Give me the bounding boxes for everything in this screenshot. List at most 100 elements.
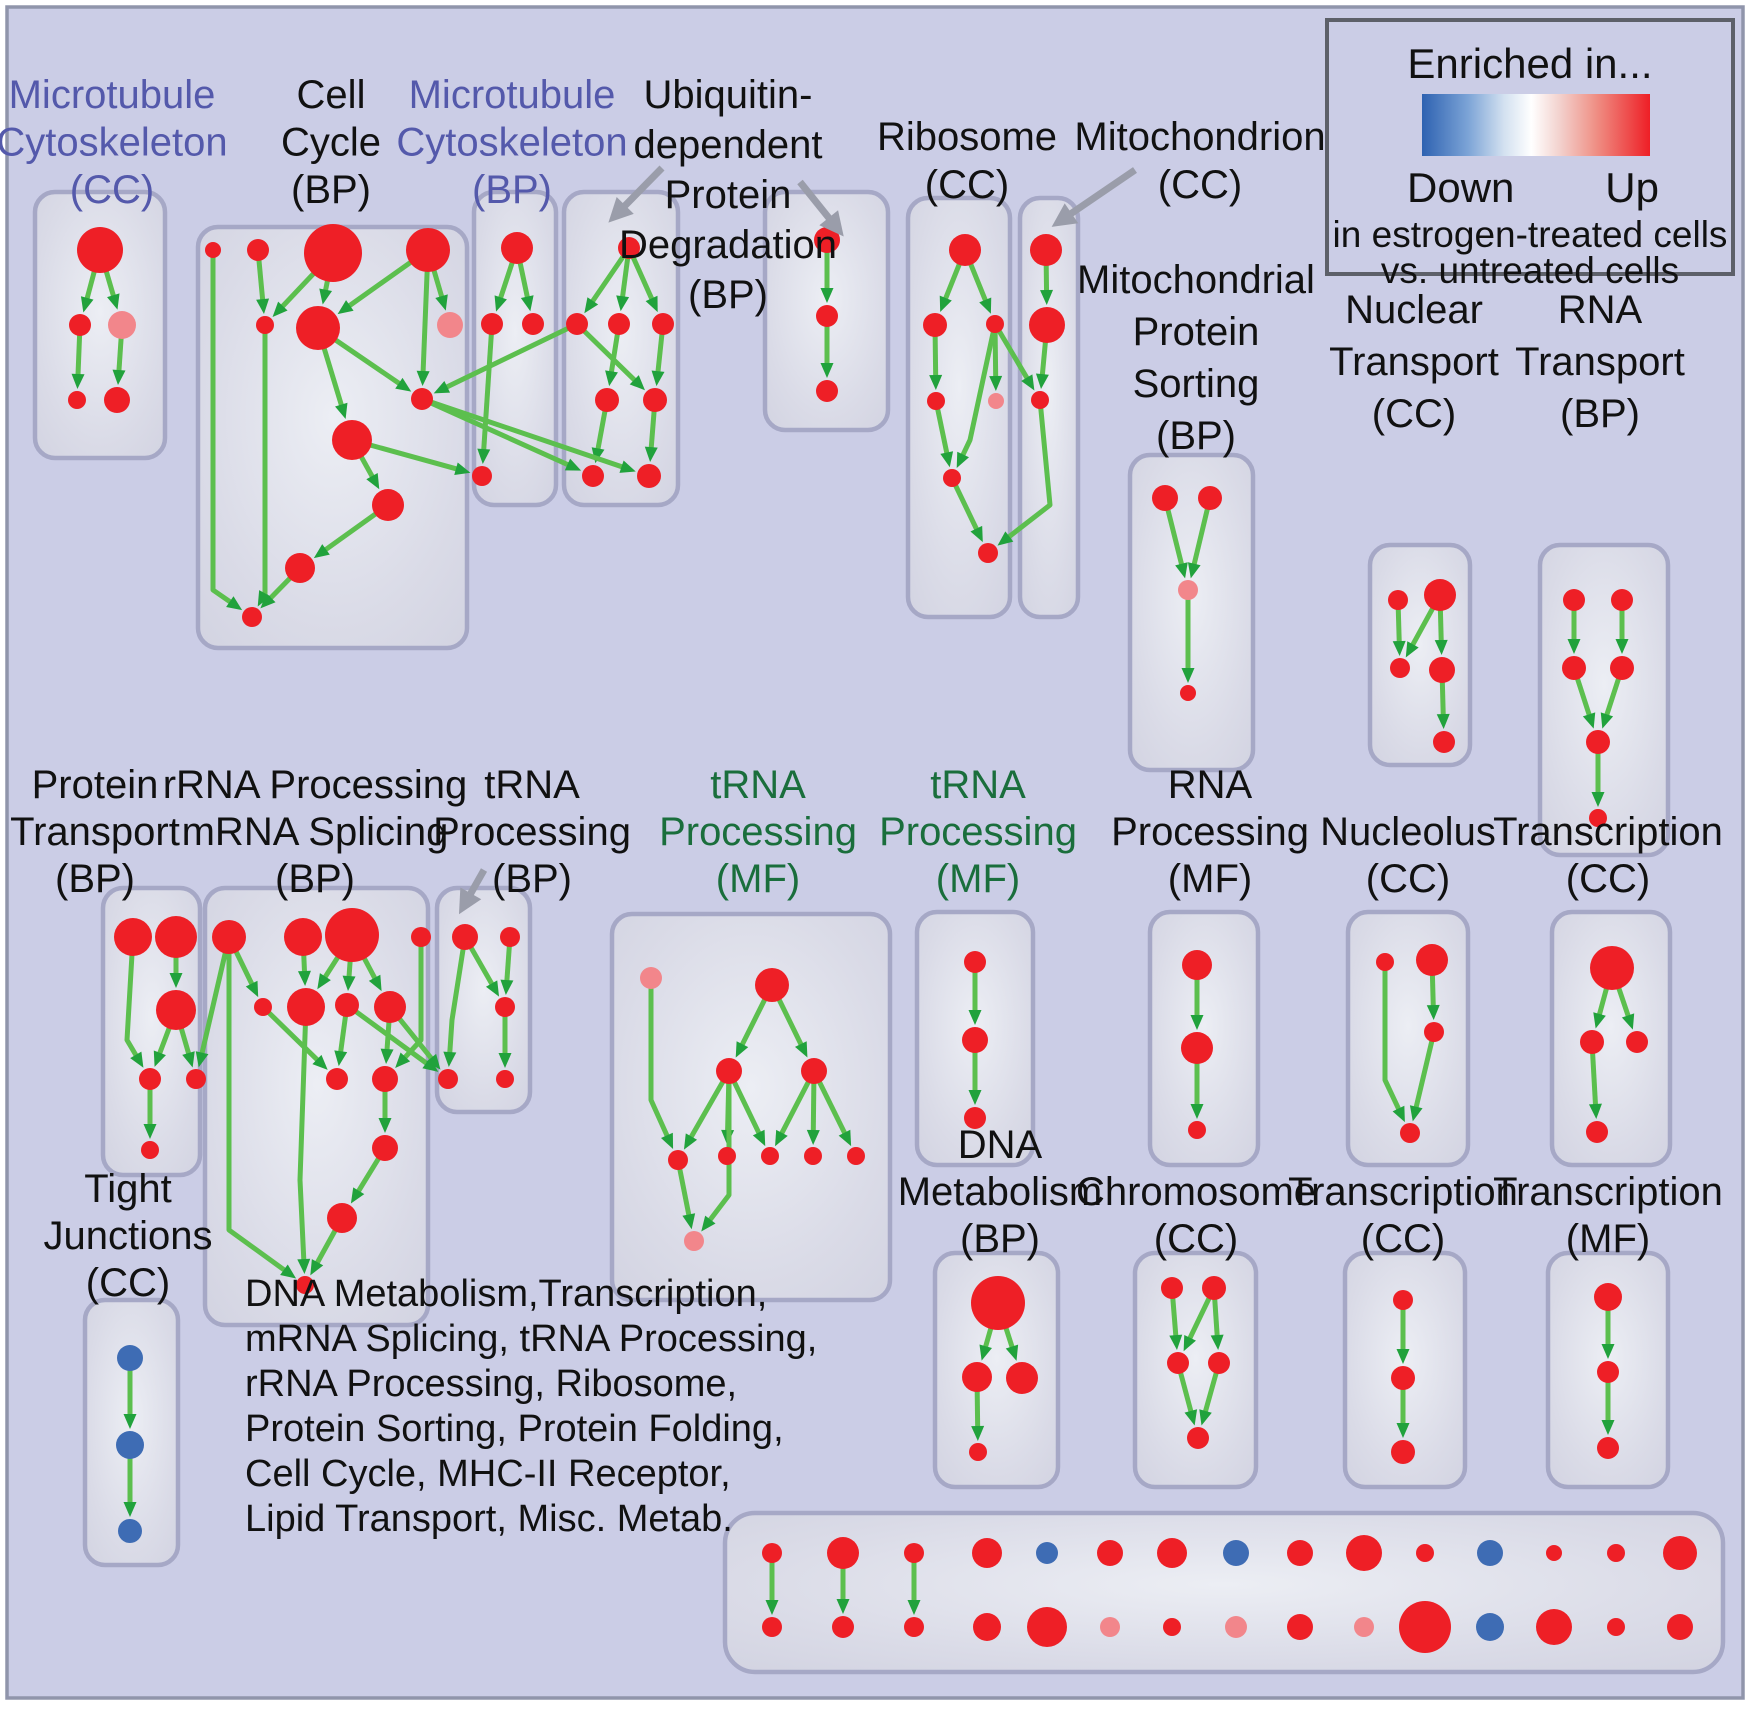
edge-arrowhead <box>1210 1334 1224 1351</box>
go-term-node <box>949 234 981 266</box>
edge-arrowhead <box>500 979 514 996</box>
edge-arrowhead <box>312 1054 328 1070</box>
go-term-node <box>668 1150 688 1170</box>
go-term-node <box>978 543 998 563</box>
go-term-node <box>1590 946 1634 990</box>
edge-line <box>648 978 671 1140</box>
edge-arrowhead <box>1588 1103 1602 1120</box>
go-term-node <box>325 908 379 962</box>
edge-line <box>447 936 468 1056</box>
edge-arrowhead <box>130 1051 144 1068</box>
edge-arrowhead <box>182 1051 195 1068</box>
go-term-node <box>1610 656 1634 680</box>
edge-arrowhead <box>153 1050 166 1067</box>
go-term-node <box>1391 1366 1415 1390</box>
go-term-node <box>242 607 262 627</box>
edge-arrowhead <box>1582 712 1596 729</box>
go-term-node <box>1611 589 1633 611</box>
go-term-node <box>332 420 372 460</box>
edge-arrowhead <box>929 374 943 391</box>
go-term-node <box>1163 1618 1181 1636</box>
go-term-node <box>1607 1618 1625 1636</box>
edge-line <box>1005 399 1053 541</box>
cluster-label-microtubule-cytoskeleton-cc: Microtubule Cytoskeleton (CC) <box>0 73 228 212</box>
edge-arrowhead <box>970 525 983 543</box>
go-term-node <box>1391 1440 1415 1464</box>
go-term-node <box>68 391 86 409</box>
go-term-node <box>1167 1352 1189 1374</box>
edge-arrowhead <box>342 975 356 992</box>
edge-arrowhead <box>1184 1409 1198 1426</box>
go-term-node <box>986 315 1004 333</box>
go-term-node <box>1536 1609 1572 1645</box>
go-term-node <box>640 967 662 989</box>
edge-arrowhead <box>956 451 970 469</box>
go-term-node <box>205 242 221 258</box>
edge-arrowhead <box>629 375 645 391</box>
cluster-box-microtubule-cytoskeleton-bp-box1 <box>471 189 559 508</box>
go-term-node <box>832 1616 854 1638</box>
edge-line <box>261 1005 321 1064</box>
go-term-node <box>816 380 838 402</box>
go-term-node <box>1388 590 1408 610</box>
edge-line <box>420 396 572 469</box>
go-term-node <box>247 239 269 261</box>
go-term-node <box>1580 1030 1604 1054</box>
cluster-label-rna-processing-mf: RNA Processing (MF) <box>1111 763 1309 901</box>
go-term-node <box>1607 1544 1625 1562</box>
go-term-node <box>1030 234 1062 266</box>
edge-arrowhead <box>752 1129 766 1147</box>
edge-line <box>345 1002 431 1067</box>
cluster-label-trna-processing-mf-2: tRNA Processing (MF) <box>879 763 1077 901</box>
edge-arrowhead <box>520 295 534 312</box>
edge-line <box>620 165 665 211</box>
edge-line <box>226 937 288 1274</box>
edge-arrowhead <box>1396 1349 1410 1364</box>
go-term-node <box>438 1069 458 1089</box>
go-term-node <box>285 553 315 583</box>
edge-arrowhead <box>337 300 354 315</box>
go-term-node <box>652 313 674 335</box>
go-term-node <box>962 1027 988 1053</box>
edge-arrowhead <box>939 295 952 313</box>
legend-subtitle-line1: in estrogen-treated cells <box>1332 214 1728 255</box>
cluster-box-mitochondrial-protein-sorting-bp <box>1127 452 1256 773</box>
edge-arrowhead <box>1181 668 1195 683</box>
go-term-node <box>964 951 986 973</box>
legend-title: Enriched in... <box>1407 40 1653 87</box>
go-term-node <box>1376 953 1394 971</box>
edge-arrowhead <box>997 531 1014 546</box>
cluster-box-misc-cluster-strip <box>722 1510 1726 1675</box>
go-term-node <box>1161 1277 1183 1299</box>
go-term-node <box>1100 1617 1120 1637</box>
go-term-node <box>116 1431 144 1459</box>
cluster-label-chromosome-cc: Chromosome (CC) <box>1076 1170 1316 1261</box>
go-term-node <box>804 1147 822 1165</box>
go-term-node <box>847 1147 865 1165</box>
cluster-label-transcription-cc-row3: Transcription (CC) <box>1288 1170 1518 1261</box>
cluster-label-trna-processing-bp: tRNA Processing (BP) <box>433 763 631 901</box>
go-term-node <box>372 1135 398 1161</box>
edge-arrowhead <box>644 446 658 463</box>
go-term-node <box>582 465 604 487</box>
edge-arrowhead <box>989 375 1003 392</box>
edge-arrowhead <box>71 373 85 390</box>
go-term-node <box>566 313 588 335</box>
cluster-box-nucleolus-cc <box>1345 909 1471 1168</box>
go-term-node <box>1198 486 1222 510</box>
edge-line <box>687 1069 732 1141</box>
go-term-node <box>973 1613 1001 1641</box>
go-term-node <box>1182 950 1212 980</box>
go-term-node <box>1006 1362 1038 1394</box>
edge-arrowhead <box>1601 1344 1615 1359</box>
edge-arrowhead <box>310 1259 324 1276</box>
edge-arrowhead <box>260 593 276 609</box>
edge-arrowhead <box>80 296 94 313</box>
edge-arrowhead <box>1040 289 1054 306</box>
go-term-node <box>618 237 640 259</box>
go-term-node <box>1400 1123 1420 1143</box>
go-term-node <box>1036 1542 1058 1564</box>
go-term-node <box>643 388 667 412</box>
edge-arrowhead <box>485 980 500 997</box>
